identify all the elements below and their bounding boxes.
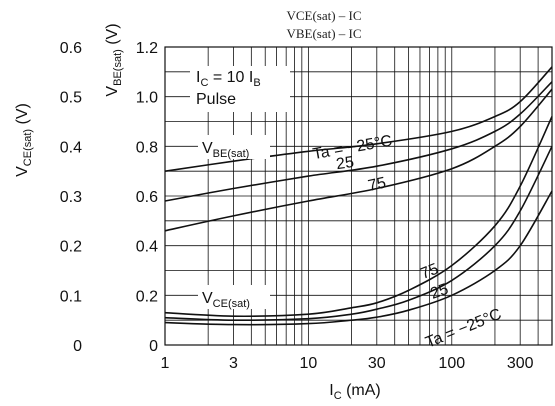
vce-curve-25 — [164, 145, 553, 322]
x-tick-label: 3 — [229, 355, 238, 372]
x-tick-label: 300 — [507, 355, 534, 372]
y-tick-label-right: 1.0 — [136, 90, 158, 107]
y-tick-label-right: 0.4 — [136, 239, 158, 256]
vce-label-75: 75 — [418, 261, 441, 283]
vbe-label-75: 75 — [367, 175, 388, 195]
vbe-group-label: VBE(sat) — [202, 140, 249, 160]
chart-title: VCE(sat) – IC — [286, 8, 361, 23]
y-axis-label-right: VBE(sat) (V) — [104, 23, 124, 96]
y-tick-label-left: 0 — [73, 338, 82, 355]
vbe-curve-75 — [164, 88, 553, 232]
vbe-group-label-bg — [198, 135, 270, 159]
vce-label-25: 25 — [428, 281, 451, 303]
y-tick-label-right: 1.2 — [136, 40, 158, 57]
condition-pulse: Pulse — [196, 91, 236, 108]
x-tick-label: 1 — [161, 355, 170, 372]
tick-labels: 0 0.1 0.2 0.3 0.4 0.5 0.6 0 0.2 0.4 0.6 0.8 1.0 1.2 1 3… — [60, 40, 534, 372]
series-curves — [164, 66, 553, 326]
y-tick-label-left: 0.4 — [60, 139, 82, 156]
condition-label: IC = 10 IB — [196, 69, 261, 89]
x-axis-label: IC (mA) — [329, 382, 381, 402]
vbe-curve-25 — [164, 81, 553, 202]
x-tick-label: 100 — [438, 355, 465, 372]
y-tick-label-left: 0.1 — [60, 288, 82, 305]
y-tick-label-right: 0.6 — [136, 189, 158, 206]
vce-curve-minus25 — [164, 190, 553, 326]
y-tick-label-left: 0.6 — [60, 40, 82, 57]
chart-subtitle: VBE(sat) – IC — [286, 26, 361, 41]
y-tick-label-left: 0.3 — [60, 189, 82, 206]
vbe-label-25: 25 — [335, 154, 355, 173]
vce-curve-75 — [164, 116, 553, 318]
y-tick-label-right: 0 — [149, 338, 158, 355]
vce-group-label: VCE(sat) — [202, 290, 250, 310]
vbe-curve-minus25 — [164, 66, 553, 172]
vce-group-label-bg — [198, 285, 270, 309]
y-tick-label-left: 0.5 — [60, 90, 82, 107]
x-tick-label: 10 — [299, 355, 317, 372]
y-tick-label-left: 0.2 — [60, 239, 82, 256]
y-tick-label-right: 0.2 — [136, 288, 158, 305]
y-axis-label-left: VCE(sat) (V) — [14, 103, 34, 177]
x-tick-label: 30 — [368, 355, 386, 372]
condition-box-bg — [190, 66, 290, 112]
y-tick-label-right: 0.8 — [136, 139, 158, 156]
